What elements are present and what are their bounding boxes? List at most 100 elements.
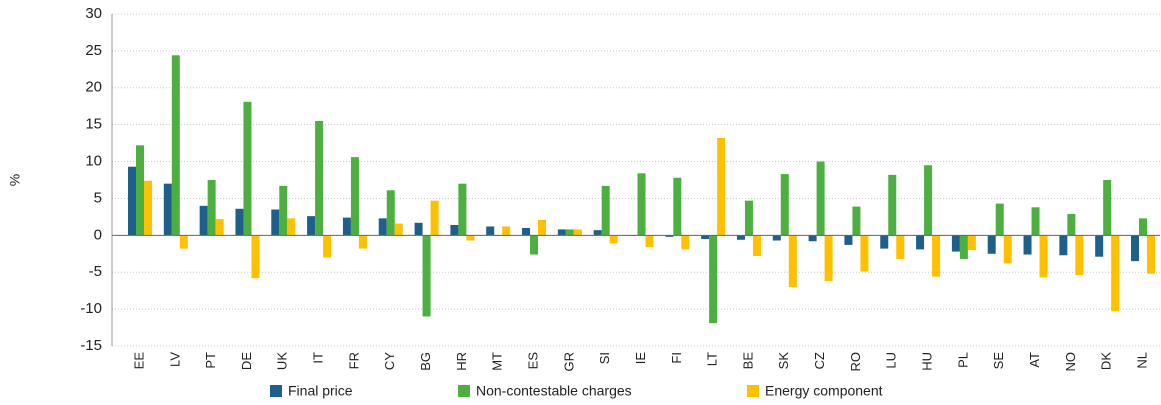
- x-tick-label: UK: [275, 352, 290, 370]
- x-tick-label: BG: [418, 352, 433, 371]
- x-tick-label: PT: [203, 352, 218, 369]
- bar: [808, 235, 817, 242]
- legend-swatch: [458, 385, 470, 397]
- x-tick-label: NO: [1063, 352, 1078, 372]
- bar: [450, 225, 459, 236]
- bar: [916, 235, 925, 250]
- bar: [466, 235, 475, 241]
- bar: [378, 218, 387, 236]
- y-axis-label: %: [7, 174, 23, 186]
- bar: [717, 137, 726, 236]
- bar: [924, 165, 933, 236]
- bar: [1023, 235, 1032, 255]
- bar: [752, 235, 761, 256]
- bar: [888, 174, 897, 236]
- bar: [1131, 235, 1139, 262]
- x-tick-label: SK: [776, 352, 791, 370]
- bar: [342, 217, 351, 236]
- bar: [852, 206, 861, 236]
- x-tick-label: FI: [669, 352, 684, 364]
- x-tick-label: SE: [991, 352, 1006, 370]
- bar: [709, 235, 718, 324]
- x-tick-label: CY: [382, 352, 397, 370]
- legend-swatch: [747, 385, 759, 397]
- x-tick-label: LV: [167, 352, 182, 367]
- bar: [394, 223, 403, 236]
- y-tick-label: -15: [80, 337, 102, 354]
- bar: [251, 235, 260, 279]
- y-tick-label: -10: [80, 300, 102, 317]
- bar: [1067, 213, 1076, 236]
- x-tick-label: SI: [597, 352, 612, 364]
- bar: [163, 183, 172, 236]
- bar: [207, 180, 216, 236]
- bar: [951, 235, 960, 252]
- bar: [1147, 235, 1155, 274]
- bar: [315, 120, 324, 236]
- bar: [522, 227, 531, 236]
- x-tick-label: LT: [705, 352, 720, 366]
- bar: [788, 235, 797, 287]
- bar: [959, 235, 968, 259]
- bar: [323, 235, 332, 258]
- bar: [1111, 235, 1120, 312]
- bar: [637, 173, 646, 236]
- bar: [215, 219, 224, 236]
- y-tick-label: -5: [89, 263, 102, 280]
- x-tick-label: PL: [955, 352, 970, 368]
- x-tick-label: CZ: [812, 352, 827, 369]
- y-tick-label: 25: [85, 42, 102, 59]
- y-tick-label: 10: [85, 153, 102, 170]
- y-tick-label: 15: [85, 116, 102, 133]
- bar: [736, 235, 745, 240]
- legend-label: Non-contestable charges: [476, 383, 632, 399]
- x-tick-label: MT: [490, 352, 505, 371]
- bar: [458, 183, 467, 236]
- bar: [502, 226, 511, 236]
- bar: [824, 235, 833, 282]
- bar: [593, 230, 602, 236]
- bar: [1095, 235, 1104, 257]
- bar: [844, 235, 853, 245]
- x-tick-label: DE: [239, 352, 254, 370]
- bar: [279, 185, 288, 236]
- bar: [932, 235, 941, 277]
- bar: [422, 235, 431, 317]
- bar: [645, 235, 654, 248]
- x-tick-label: GR: [561, 352, 576, 372]
- bar: [565, 229, 574, 236]
- x-tick-label: ES: [525, 352, 540, 370]
- bar: [1139, 218, 1147, 236]
- bar: [414, 222, 423, 236]
- x-tick-label: NL: [1134, 352, 1149, 369]
- x-tick-label: DK: [1099, 352, 1114, 370]
- bar: [350, 157, 359, 236]
- x-tick-label: LU: [884, 352, 899, 369]
- legend-label: Energy component: [765, 383, 883, 399]
- y-tick-label: 0: [94, 226, 102, 243]
- bar: [1003, 235, 1012, 264]
- bar: [386, 190, 395, 236]
- x-tick-label: IT: [311, 352, 326, 364]
- x-tick-label: RO: [848, 352, 863, 372]
- bar: [573, 229, 582, 236]
- bar: [179, 235, 188, 249]
- bar: [243, 101, 252, 236]
- bar: [128, 166, 136, 236]
- bar: [538, 219, 547, 236]
- bar: [701, 235, 710, 240]
- bar: [144, 180, 152, 236]
- bar: [1031, 207, 1040, 236]
- x-tick-label: HU: [920, 352, 935, 371]
- bar: [430, 200, 439, 236]
- bar: [744, 200, 753, 236]
- bar: [987, 235, 996, 254]
- bar: [673, 177, 682, 236]
- bar: [816, 161, 825, 236]
- bar: [772, 235, 781, 241]
- bar: [307, 216, 316, 236]
- bar: [880, 235, 889, 249]
- bar: [199, 205, 208, 236]
- bar: [136, 145, 144, 236]
